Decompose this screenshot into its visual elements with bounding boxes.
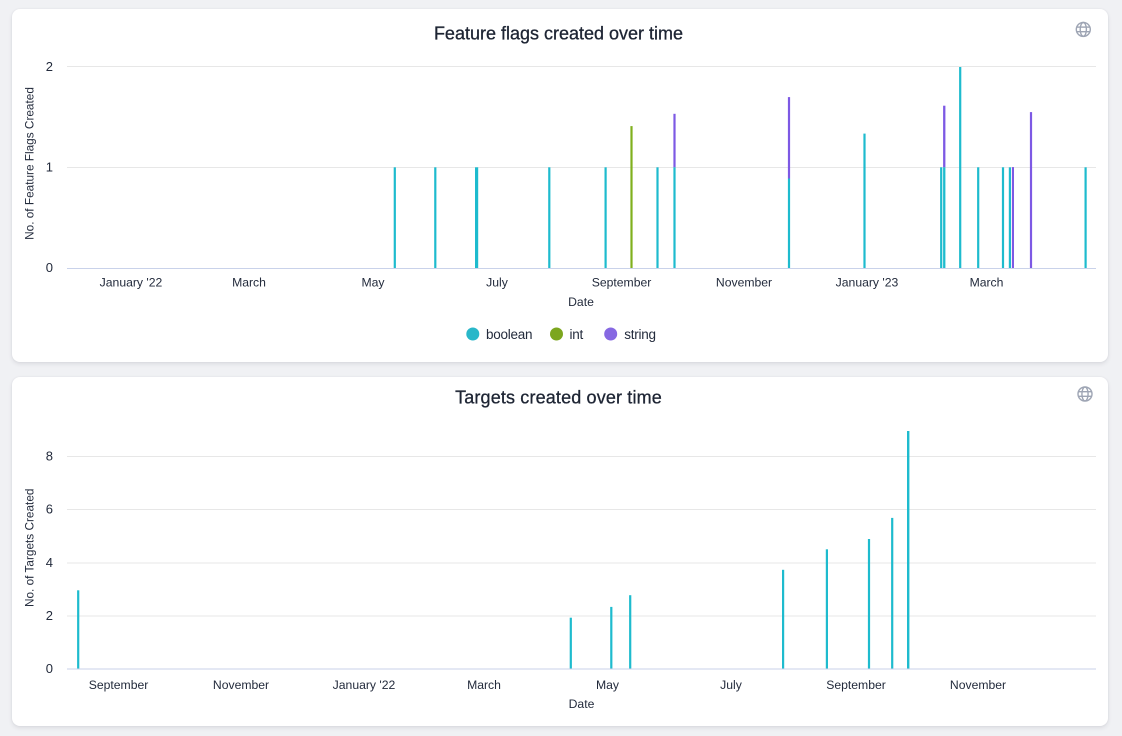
svg-text:September: September: [826, 678, 886, 692]
svg-text:6: 6: [46, 502, 53, 517]
svg-text:4: 4: [46, 555, 53, 570]
svg-text:Feature flags created over tim: Feature flags created over time: [434, 24, 683, 44]
svg-text:8: 8: [46, 449, 53, 464]
svg-text:July: July: [720, 678, 743, 692]
svg-text:0: 0: [46, 661, 53, 676]
svg-text:September: September: [592, 276, 652, 290]
svg-text:September: September: [89, 678, 149, 692]
svg-text:January '22: January '22: [333, 678, 396, 692]
svg-text:2: 2: [46, 608, 53, 623]
svg-text:1: 1: [46, 160, 53, 175]
svg-text:November: November: [213, 678, 269, 692]
svg-text:May: May: [596, 678, 620, 692]
svg-text:November: November: [716, 276, 772, 290]
svg-text:July: July: [486, 276, 509, 290]
svg-text:March: March: [232, 276, 266, 290]
svg-text:March: March: [467, 678, 501, 692]
svg-text:string: string: [624, 327, 656, 342]
svg-text:0: 0: [46, 260, 53, 275]
svg-text:2: 2: [46, 59, 53, 74]
svg-text:boolean: boolean: [486, 327, 532, 342]
svg-text:No. of Feature Flags Created: No. of Feature Flags Created: [23, 87, 37, 240]
svg-text:int: int: [570, 327, 584, 342]
svg-text:No. of Targets Created: No. of Targets Created: [23, 489, 37, 607]
svg-text:January '23: January '23: [836, 276, 899, 290]
svg-text:November: November: [950, 678, 1006, 692]
svg-text:Date: Date: [568, 295, 594, 309]
svg-text:Targets created over time: Targets created over time: [455, 387, 662, 407]
svg-text:Date: Date: [569, 697, 595, 711]
svg-text:May: May: [361, 276, 385, 290]
svg-text:January '22: January '22: [100, 276, 163, 290]
svg-text:March: March: [970, 276, 1004, 290]
